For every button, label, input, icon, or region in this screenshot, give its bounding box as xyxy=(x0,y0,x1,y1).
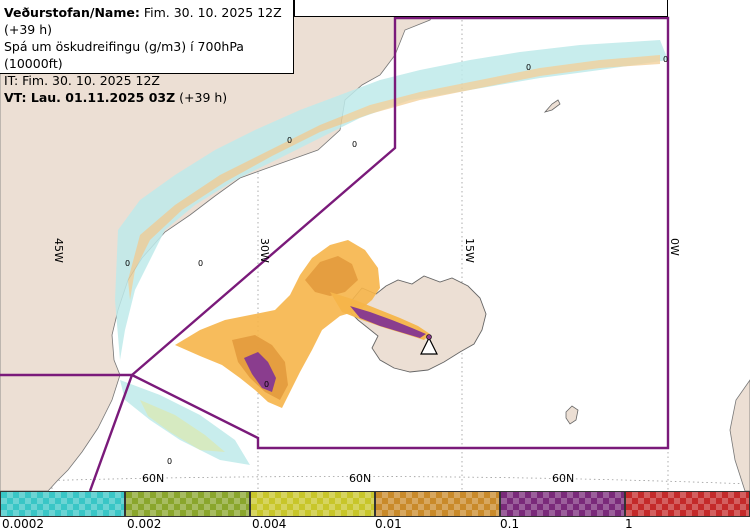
contour-labels: 0 0 0 0 0 0 0 0 xyxy=(125,55,668,466)
contour-label: 0 xyxy=(352,140,357,149)
legend-swatch-3 xyxy=(250,491,375,517)
legend-swatch-6 xyxy=(625,491,750,517)
legend-label-3: 0.004 xyxy=(252,517,287,531)
jan-mayen-land xyxy=(543,99,561,113)
latitude-labels: 60N 60N 60N xyxy=(142,472,574,485)
legend-swatch-2 xyxy=(125,491,250,517)
lon-label-0w: 0W xyxy=(668,238,681,256)
issuer-value: Fim. 30. 10. 2025 12Z (+39 h) xyxy=(4,5,282,37)
info-line-issue-time: IT: Fim. 30. 10. 2025 12Z xyxy=(4,73,160,88)
lat-label-2: 60N xyxy=(349,472,371,485)
ash-high-concentration-west xyxy=(244,352,276,392)
lon-label-30w: 30W xyxy=(258,238,271,263)
lat-label-3: 60N xyxy=(552,472,574,485)
contour-label: 0 xyxy=(198,259,203,268)
lon-label-45w: 45W xyxy=(52,238,65,263)
legend-label-4: 0.01 xyxy=(375,517,402,531)
info-line-product: Spá um öskudreifingu (g/m3) í 700hPa (10… xyxy=(4,39,244,71)
region-boundary xyxy=(0,16,670,491)
contour-label: 0 xyxy=(264,380,269,389)
faroe-islands-land xyxy=(565,405,579,425)
valid-time-offset: (+39 h) xyxy=(179,90,228,105)
contour-label: 0 xyxy=(125,259,130,268)
legend-label-2: 0.002 xyxy=(127,517,162,531)
top-frame xyxy=(294,0,668,17)
forecast-info-box: Veðurstofan/Name: Fim. 30. 10. 2025 12Z … xyxy=(0,0,294,105)
contour-label: 0 xyxy=(287,136,292,145)
ash-high-concentration-iceland xyxy=(350,306,426,338)
valid-time-label: VT: Lau. 01.11.2025 03Z xyxy=(4,90,176,105)
legend-swatch-5 xyxy=(500,491,625,517)
iceland-land xyxy=(349,275,487,373)
norway-land xyxy=(729,379,750,491)
concentration-legend: 0.0002 0.002 0.004 0.01 0.1 1 xyxy=(0,491,750,532)
legend-swatch-1 xyxy=(0,491,125,517)
legend-label-5: 0.1 xyxy=(500,517,520,531)
volcano-icon xyxy=(420,334,438,355)
contour-label: 0 xyxy=(663,55,668,64)
legend-label-6: 1 xyxy=(625,517,633,531)
contour-label: 0 xyxy=(167,457,172,466)
info-line-issuer: Veðurstofan/Name: Fim. 30. 10. 2025 12Z … xyxy=(4,4,289,38)
contour-label: 0 xyxy=(526,63,531,72)
info-line-valid-time: VT: Lau. 01.11.2025 03Z (+39 h) xyxy=(4,89,289,106)
map-canvas: 0 0 0 0 0 0 0 0 45W 30W 15W 0W 60N 60N 60N xyxy=(0,0,750,491)
longitude-labels: 45W 30W 15W 0W xyxy=(52,238,681,263)
legend-swatch-4 xyxy=(375,491,500,517)
issuer-label: Veðurstofan/Name: xyxy=(4,5,140,20)
lat-label-1: 60N xyxy=(142,472,164,485)
legend-label-1: 0.0002 xyxy=(2,517,44,531)
lon-label-15w: 15W xyxy=(463,238,476,263)
ash-plume xyxy=(175,240,430,408)
